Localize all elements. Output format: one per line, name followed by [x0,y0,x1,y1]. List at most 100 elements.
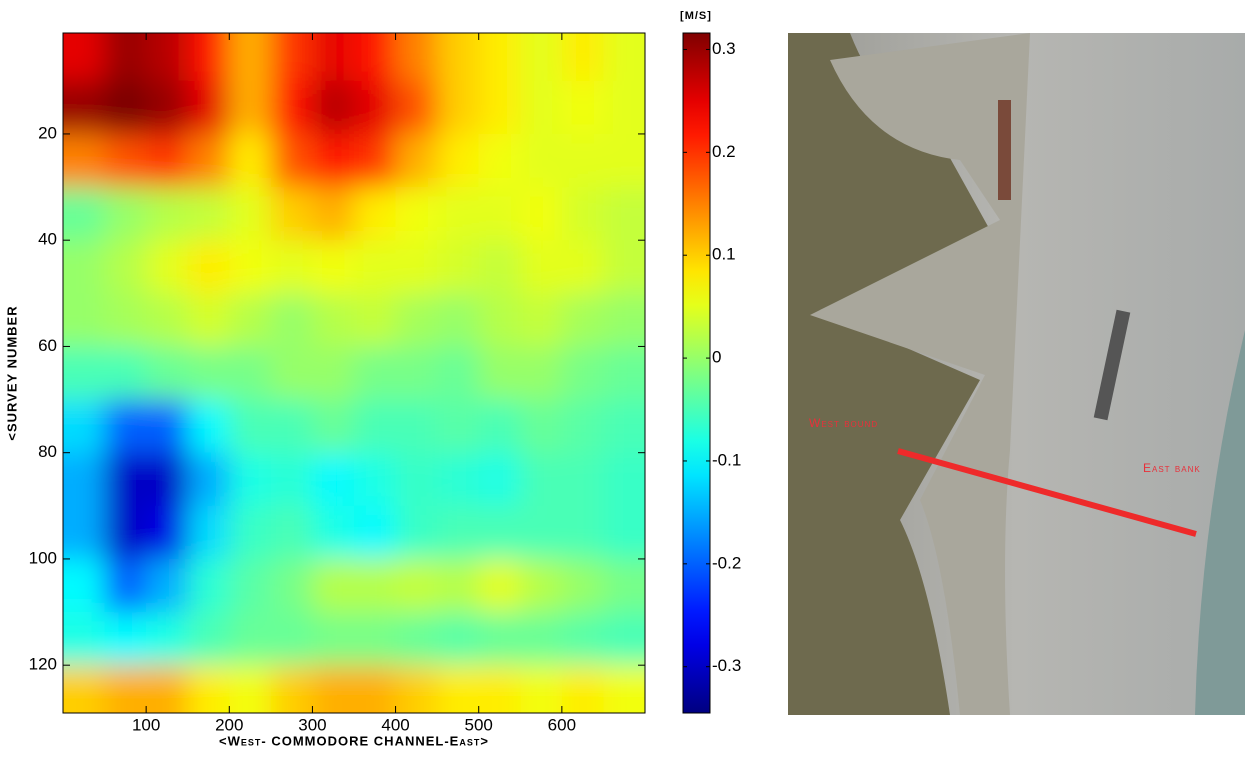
heatmap-cell [603,346,645,401]
heatmap-cell [603,452,645,507]
heatmap-cell [561,399,604,454]
heatmap-cell [312,399,355,454]
annotation: West bound [809,416,878,430]
heatmap-cell [520,33,563,82]
heatmap-cell [270,612,313,666]
heatmap-cell [146,558,189,613]
heatmap-cell [104,399,147,454]
heatmap-cell [354,187,397,241]
heatmap-cell [146,33,189,82]
heatmap-cell [478,187,521,241]
colorbar [682,32,711,714]
heatmap-cell [312,505,355,560]
heatmap-cell [187,558,230,613]
heatmap-cell [146,452,189,507]
heatmap-cell [354,558,397,613]
heatmap-cell [603,133,645,188]
heatmap-cell [146,240,189,294]
heatmap-cell [520,505,563,560]
heatmap-cell [270,505,313,560]
heatmap-cell [270,33,313,82]
heatmap-cell [312,665,355,713]
heatmap-cell [437,505,480,560]
heatmap-cell [603,399,645,454]
heatmap-cell [561,346,604,401]
heatmap-cell [603,240,645,294]
colorbar-tick-label: 0 [712,348,721,367]
heatmap-cell [478,399,521,454]
heatmap-cell [270,80,313,135]
heatmap-cell [104,33,147,82]
heatmap-cell [63,133,106,188]
colorbar-label: [M/S] [680,10,712,22]
heatmap-cell [603,505,645,560]
heatmap-cells [63,33,645,713]
heatmap-cell [354,80,397,135]
heatmap-cell [229,346,272,401]
heatmap-cell [63,612,106,666]
y-tick-label: 100 [29,548,57,567]
heatmap-cell [187,33,230,82]
heatmap-cell [395,558,438,613]
heatmap-cell [187,612,230,666]
heatmap-cell [437,33,480,82]
heatmap-cell [63,399,106,454]
heatmap-cell [478,80,521,135]
heatmap-cell [603,665,645,713]
heatmap-cell [437,293,480,347]
heatmap-cell [395,80,438,135]
heatmap-area [63,33,645,713]
heatmap-cell [63,80,106,135]
heatmap-cell [561,133,604,188]
heatmap-cell [312,133,355,188]
annotation: East bank [1143,461,1201,475]
heatmap-cell [561,612,604,666]
heatmap-cell [229,240,272,294]
heatmap-cell [437,399,480,454]
heatmap-cell [270,293,313,347]
heatmap-cell [229,612,272,666]
heatmap-cell [312,80,355,135]
heatmap-cell [104,665,147,713]
heatmap-cell [270,133,313,188]
heatmap-cell [270,558,313,613]
heatmap-cell [603,80,645,135]
heatmap-cell [104,133,147,188]
heatmap-cell [395,665,438,713]
heatmap-cell [187,399,230,454]
heatmap-cell [187,505,230,560]
heatmap-cell [437,240,480,294]
heatmap-cell [478,505,521,560]
heatmap-cell [229,452,272,507]
heatmap-cell [354,665,397,713]
heatmap-cell [146,187,189,241]
heatmap-cell [104,240,147,294]
heatmap-cell [63,187,106,241]
heatmap-cell [104,80,147,135]
breakwater-area [810,33,1030,715]
heatmap-cell [63,452,106,507]
heatmap-cell [354,612,397,666]
heatmap-cell [187,133,230,188]
colorbar-tick-label: 0.1 [712,245,736,264]
heatmap-cell [395,505,438,560]
heatmap-cell [478,133,521,188]
heatmap-cell [520,665,563,713]
heatmap-cell [603,187,645,241]
heatmap-cell [312,452,355,507]
heatmap-cell [520,187,563,241]
heatmap-cell [104,187,147,241]
heatmap-cell [229,399,272,454]
y-tick-label: 60 [38,336,57,355]
heatmap-cell [603,33,645,82]
heatmap-cell [478,558,521,613]
heatmap-cell [104,346,147,401]
heatmap-cell [520,293,563,347]
ship [998,100,1011,200]
heatmap-cell [478,33,521,82]
heatmap-cell [354,452,397,507]
heatmap-cell [312,612,355,666]
west-land [788,33,990,715]
heatmap-cell [603,558,645,613]
heatmap-cell [270,452,313,507]
